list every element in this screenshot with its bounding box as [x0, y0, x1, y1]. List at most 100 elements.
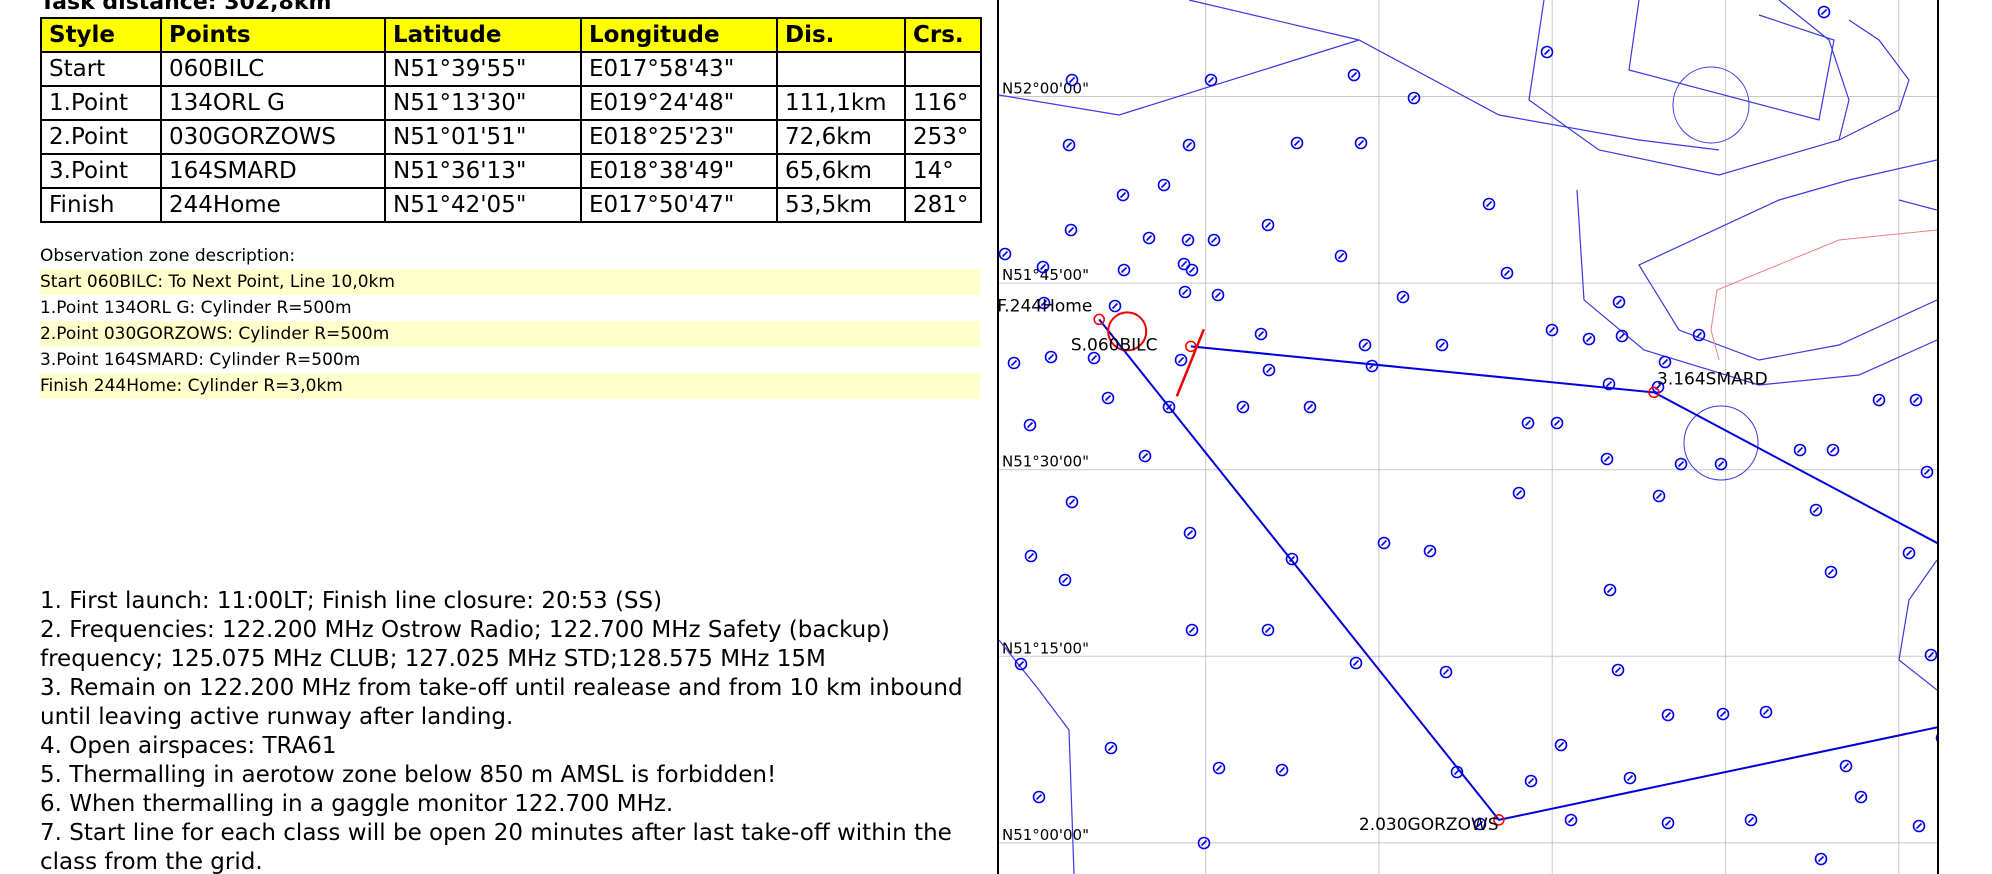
airfield-ring — [1793, 443, 1807, 457]
airfield-icon — [1261, 623, 1275, 637]
airfield-ring — [1826, 443, 1840, 457]
airfield-runway — [1264, 626, 1272, 634]
airfield-icon — [1254, 327, 1268, 341]
list-item: 3.Point 164SMARD: Cylinder R=500m — [40, 350, 361, 370]
airfield-ring — [1024, 549, 1038, 563]
airfield-runway — [1017, 660, 1025, 668]
airfield-icon — [1358, 338, 1372, 352]
airfield-icon — [1116, 188, 1130, 202]
airfield-runway — [1857, 793, 1865, 801]
airfield-icon — [1692, 328, 1706, 342]
airfield-runway — [1090, 354, 1098, 362]
airfield-runway — [1829, 446, 1837, 454]
airfield-ring — [1912, 819, 1926, 833]
airfield-ring — [1064, 223, 1078, 237]
airfield-icon — [1183, 526, 1197, 540]
task-distance: Task distance: 302,8km — [40, 0, 332, 15]
airfield-icon — [1014, 657, 1028, 671]
airfield-ring — [1354, 136, 1368, 150]
airspace-boundary — [1778, 0, 1850, 141]
airfield-icon — [1716, 707, 1730, 721]
cell-point: 164SMARD — [160, 153, 386, 189]
airfield-ring — [1185, 623, 1199, 637]
airfield-ring — [1138, 449, 1152, 463]
airfield-runway — [1817, 855, 1825, 863]
airfield-ring — [1204, 73, 1218, 87]
airfield-icon — [1600, 452, 1614, 466]
airfield-icon — [1435, 338, 1449, 352]
airfield-runway — [1655, 492, 1663, 500]
col-distance-header: Dis. — [776, 17, 906, 53]
airfield-icon — [1303, 400, 1317, 414]
cell-distance — [776, 51, 906, 87]
airfield-ring — [1347, 68, 1361, 82]
airfield-runway — [1717, 460, 1725, 468]
airfield-icon — [1809, 503, 1823, 517]
table-row: Finish 244Home N51°42'05" E017°50'47" 53… — [40, 187, 982, 223]
airfield-ring — [1714, 457, 1728, 471]
airfield-runway — [1068, 76, 1076, 84]
airfield-icon — [1661, 816, 1675, 830]
airfield-ring — [1182, 138, 1196, 152]
airfield-icon — [1138, 449, 1152, 463]
airfield-icon — [1065, 73, 1079, 87]
turnpoint-label: 2.030GORZOWS — [1359, 815, 1499, 835]
airfield-icon — [1185, 623, 1199, 637]
airfield-icon — [1524, 774, 1538, 788]
airfield-icon — [1814, 852, 1828, 866]
airfield-runway — [1875, 396, 1883, 404]
airfield-icon — [1174, 353, 1188, 367]
airfield-ring — [1550, 416, 1564, 430]
list-item: Finish 244Home: Cylinder R=3,0km — [40, 373, 980, 399]
airfield-ring — [1521, 416, 1535, 430]
airfield-ring — [1423, 544, 1437, 558]
airfield-ring — [1759, 705, 1773, 719]
airfield-ring — [1809, 503, 1823, 517]
airfield-icon — [1058, 573, 1072, 587]
airfield-icon — [1087, 351, 1101, 365]
airfield-runway — [1567, 816, 1575, 824]
airfield-runway — [1350, 71, 1358, 79]
airfield-runway — [1207, 76, 1215, 84]
airfield-runway — [1927, 651, 1935, 659]
airfield-runway — [1426, 547, 1434, 555]
airfield-icon — [1262, 363, 1276, 377]
airfield-runway — [1618, 332, 1626, 340]
airfield-icon — [1674, 457, 1688, 471]
airfield-ring — [1564, 813, 1578, 827]
airfield-icon — [1423, 544, 1437, 558]
task-table: Style Points Latitude Longitude Dis. Crs… — [40, 17, 982, 223]
airfield-ring — [1007, 356, 1021, 370]
airfield-runway — [1067, 226, 1075, 234]
task-notes: 1. First launch: 11:00LT; Finish line cl… — [40, 587, 970, 874]
airfield-runway — [1107, 744, 1115, 752]
airfield-runway — [1438, 341, 1446, 349]
airfield-runway — [1306, 403, 1314, 411]
airfield-runway — [1380, 539, 1388, 547]
col-latitude-header: Latitude — [384, 17, 582, 53]
airfield-runway — [1160, 181, 1168, 189]
task-map[interactable]: N52°00'00" N51°45'00" N51°30'00" N51°15'00"… — [997, 0, 1939, 874]
cell-longitude: E018°25'23" — [580, 119, 778, 155]
airfield-runway — [1585, 335, 1593, 343]
airfield-runway — [1047, 353, 1055, 361]
airfield-runway — [1039, 263, 1047, 271]
airfield-icon — [1349, 656, 1363, 670]
airfield-ring — [1065, 73, 1079, 87]
cell-style: 1.Point — [40, 85, 162, 121]
airfield-ring — [1349, 656, 1363, 670]
airfield-ring — [1334, 249, 1348, 263]
airfield-runway — [1119, 191, 1127, 199]
airfield-icon — [1603, 583, 1617, 597]
airfield-runway — [1027, 552, 1035, 560]
airfield-icon — [1185, 263, 1199, 277]
airfield-icon — [1207, 233, 1221, 247]
airfield-icon — [1032, 790, 1046, 804]
airfield-runway — [1527, 777, 1535, 785]
airfield-ring — [1261, 218, 1275, 232]
airfield-icon — [1817, 5, 1831, 19]
cell-style: Start — [40, 51, 162, 87]
airfield-ring — [1104, 741, 1118, 755]
airfield-runway — [1827, 568, 1835, 576]
airfield-ring — [1473, 817, 1487, 831]
